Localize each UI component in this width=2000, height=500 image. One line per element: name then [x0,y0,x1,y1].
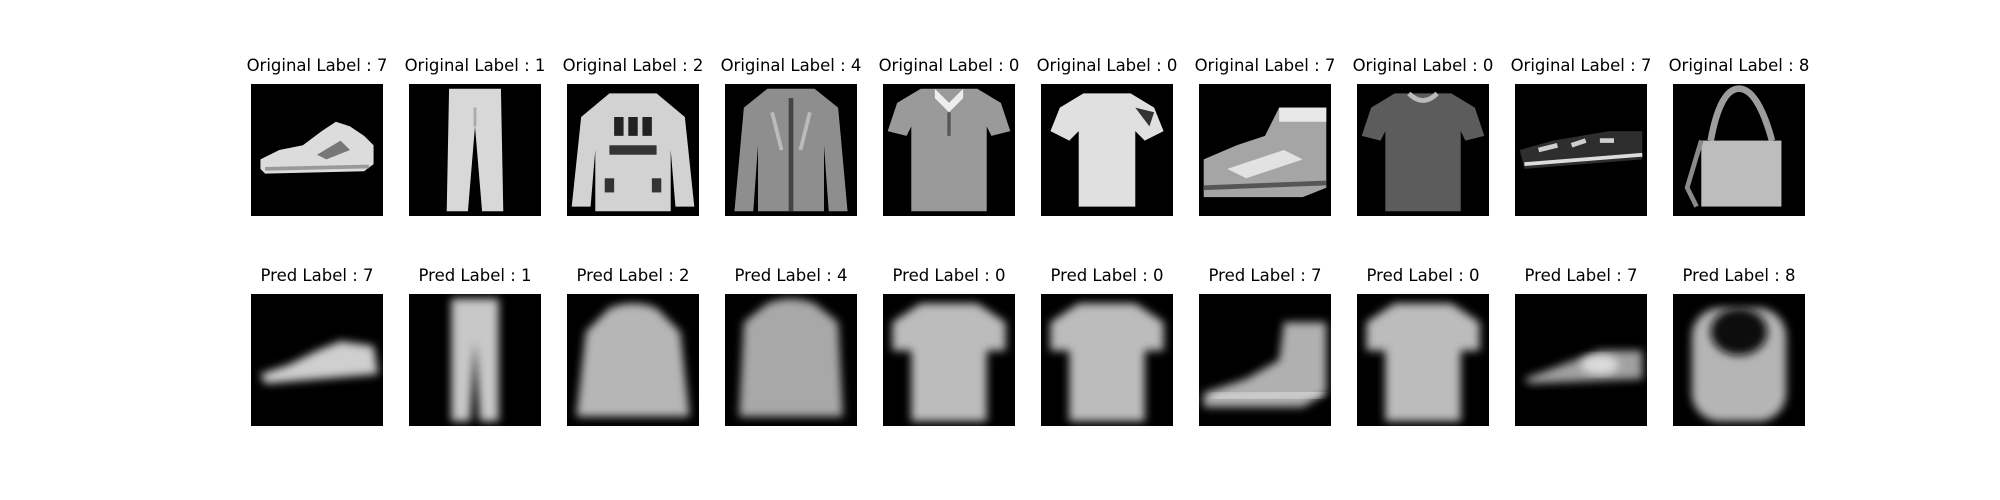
original-title-1: Original Label : 1 [404,56,546,75]
high-top-sneaker-image [1199,84,1331,216]
coat-blurred-image [725,294,857,426]
original-title-9: Original Label : 8 [1668,56,1810,75]
original-title-7: Original Label : 0 [1352,56,1494,75]
prediction-title-9: Pred Label : 8 [1682,266,1796,285]
bag-blurred-image [1673,294,1805,426]
original-title-2: Original Label : 2 [562,56,704,75]
original-title-0: Original Label : 7 [246,56,388,75]
tshirt-image [1041,84,1173,216]
tshirt-dark-image [1357,84,1489,216]
original-title-8: Original Label : 7 [1510,56,1652,75]
low-sneaker-blurred-image [1515,294,1647,426]
original-title-3: Original Label : 4 [720,56,862,75]
bag-image [1673,84,1805,216]
original-title-5: Original Label : 0 [1036,56,1178,75]
pullover-blurred-image [567,294,699,426]
prediction-title-1: Pred Label : 1 [418,266,532,285]
shirt-blurred-image [883,294,1015,426]
prediction-title-5: Pred Label : 0 [1050,266,1164,285]
prediction-title-6: Pred Label : 7 [1208,266,1322,285]
sneaker-blurred-image [251,294,383,426]
sneaker-image [251,84,383,216]
original-title-4: Original Label : 0 [878,56,1020,75]
original-title-6: Original Label : 7 [1194,56,1336,75]
prediction-title-0: Pred Label : 7 [260,266,374,285]
prediction-title-4: Pred Label : 0 [892,266,1006,285]
shirt-blurred-image [1041,294,1173,426]
prediction-title-3: Pred Label : 4 [734,266,848,285]
shirt-blurred-image [1357,294,1489,426]
polo-shirt-image [883,84,1015,216]
trouser-image [409,84,541,216]
prediction-title-7: Pred Label : 0 [1366,266,1480,285]
trouser-blurred-image [409,294,541,426]
pullover-image [567,84,699,216]
prediction-title-8: Pred Label : 7 [1524,266,1638,285]
boot-blurred-image [1199,294,1331,426]
low-sneaker-image [1515,84,1647,216]
prediction-title-2: Pred Label : 2 [576,266,690,285]
coat-image [725,84,857,216]
